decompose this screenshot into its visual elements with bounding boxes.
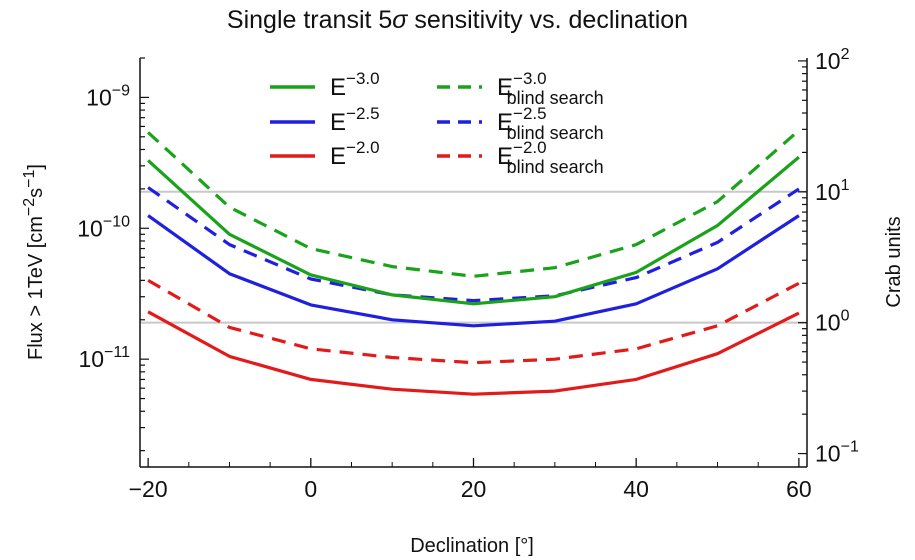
x-tick-label: 20 [461,476,487,502]
y2-tick-label: 100 [815,308,850,336]
legend-label-6: E−2.0 blind search [497,138,604,177]
x-axis: −20 0 20 40 60 [129,458,812,502]
legend-label-2: E−2.5 [330,104,380,136]
x-tick-label: 40 [623,476,649,502]
y2-tick-label: 102 [815,46,850,74]
series-line-4 [147,129,800,278]
y-tick-label: 10−10 [77,213,130,241]
legend-label-1: E−3.0 [330,69,380,101]
reference-lines [140,190,807,324]
y-tick-label: 10−11 [78,344,130,372]
y-axis-right: 10−1 100 101 102 [798,46,859,467]
y2-tick-label: 10−1 [815,439,859,467]
legend-label-4: E−3.0 blind search [497,69,604,108]
y2-tick-label: 101 [815,177,850,205]
x-axis-label: Declination [°] [410,535,534,557]
x-tick-label: 60 [786,476,812,502]
y-tick-label: 10−9 [86,82,130,110]
y-axis-right-label: Crab units [883,216,905,307]
chart-title: Single transit 5σ sensitivity vs. declin… [226,6,689,34]
legend-label-3: E−2.0 [330,138,380,170]
series-line-2 [147,214,800,328]
y-axis-left: 10−9 10−10 10−11 [77,57,149,452]
x-tick-label: 0 [304,476,317,502]
series-line-6 [147,279,800,365]
series-line-3 [147,310,800,396]
series-layer [147,129,800,396]
plot-frame [139,58,808,468]
legend-label-5: E−2.5 blind search [497,104,604,143]
y-axis-label: Flux > 1TeV [cm−2s−1] [21,164,47,360]
x-tick-label: −20 [129,476,168,502]
series-line-1 [147,155,800,306]
